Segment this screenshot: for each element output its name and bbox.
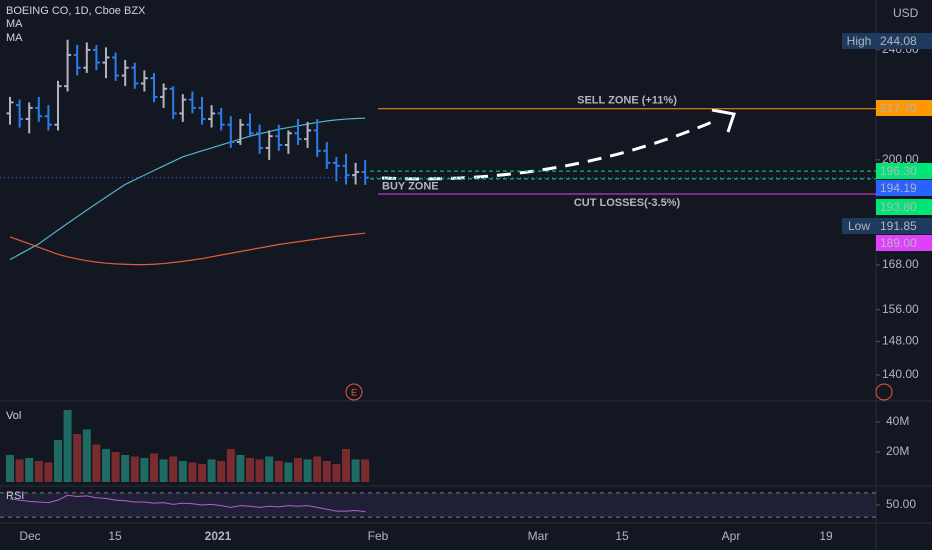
volume-bar — [303, 459, 312, 482]
volume-bar — [265, 456, 274, 482]
price-label: 193.80 — [880, 200, 917, 214]
x-tick-label: 2021 — [205, 529, 232, 543]
x-tick-label: 15 — [108, 529, 122, 543]
ma-line — [9, 117, 366, 261]
volume-bar — [73, 433, 82, 482]
y-tick-label: 156.00 — [882, 302, 919, 316]
price-label: 244.08 — [880, 34, 917, 48]
label-name: Low — [848, 219, 870, 233]
label-box — [876, 218, 932, 234]
price-label: 217.70 — [880, 101, 917, 115]
price-label: 196.30 — [880, 164, 917, 178]
volume-bar — [25, 457, 34, 482]
volume-bar — [207, 459, 216, 482]
label-box — [842, 33, 876, 49]
volume-bar — [236, 454, 245, 482]
label-box — [876, 180, 932, 196]
volume-bar — [255, 459, 264, 482]
volume-bar — [226, 448, 235, 482]
x-tick-label: Apr — [722, 529, 741, 543]
volume-bar — [6, 454, 14, 482]
rsi-band — [0, 492, 876, 518]
ma-line — [9, 232, 366, 266]
label-box — [876, 163, 932, 179]
volume-bar — [92, 444, 101, 482]
volume-bar — [54, 439, 62, 482]
legend-entry: MA — [6, 32, 23, 44]
zone-label: BUY ZONE — [382, 181, 439, 193]
y-tick-label: 200.00 — [882, 152, 919, 166]
volume-bar — [178, 460, 187, 482]
y-tick-label: 168.00 — [882, 257, 919, 271]
currency: USD — [893, 6, 919, 20]
volume-bar — [284, 462, 293, 482]
pane-title: Vol — [6, 410, 21, 422]
event-marker — [875, 383, 893, 401]
volume-bar — [188, 462, 197, 482]
x-tick-label: Dec — [19, 529, 40, 543]
y-tick-label: 20M — [886, 444, 909, 458]
volume-bar — [130, 456, 139, 482]
x-tick-label: 19 — [819, 529, 833, 543]
volume-bar — [322, 460, 331, 482]
y-tick-label: 50.00 — [886, 497, 916, 511]
zone-label: SELL ZONE (+11%) — [577, 95, 677, 107]
volume-bar — [169, 456, 178, 482]
y-tick-label: 148.00 — [882, 334, 919, 348]
volume-bar — [274, 460, 283, 482]
volume-bar — [121, 454, 130, 482]
zone-label: CUT LOSSES(-3.5%) — [574, 197, 681, 209]
price-label: 189.00 — [880, 236, 917, 250]
volume-bar — [150, 453, 158, 482]
label-name: High — [847, 34, 872, 48]
arrow-head — [711, 108, 736, 133]
x-tick-label: Feb — [368, 529, 389, 543]
label-box — [876, 235, 932, 251]
y-tick-label: 140.00 — [882, 367, 919, 381]
volume-bar — [15, 459, 24, 482]
y-tick-label: 40M — [886, 414, 909, 428]
price-label: 191.85 — [880, 219, 917, 233]
volume-bar — [102, 448, 110, 482]
label-box — [876, 199, 932, 215]
volume-bar — [159, 459, 168, 482]
volume-bar — [342, 448, 350, 482]
volume-bar — [82, 429, 91, 482]
volume-bar — [111, 451, 120, 482]
event-marker — [345, 383, 363, 401]
label-box — [876, 100, 932, 116]
volume-bar — [332, 463, 341, 482]
x-tick-label: Mar — [528, 529, 549, 543]
label-box — [876, 33, 932, 49]
volume-bar — [63, 409, 72, 482]
volume-bar — [361, 459, 370, 482]
chart-title: BOEING CO, 1D, Cboe BZX — [6, 5, 146, 17]
event-label: E — [351, 387, 357, 397]
volume-bar — [44, 462, 53, 482]
volume-bar — [294, 457, 302, 482]
volume-bar — [217, 460, 226, 482]
rsi-line — [9, 494, 366, 513]
volume-bar — [198, 463, 206, 482]
label-box — [842, 218, 876, 234]
x-tick-label: 15 — [615, 529, 629, 543]
volume-bar — [313, 456, 322, 482]
volume-bar — [246, 457, 254, 482]
volume-bar — [34, 460, 43, 482]
legend-entry: MA — [6, 18, 23, 30]
price-label: 194.19 — [880, 181, 917, 195]
volume-bar — [351, 459, 360, 482]
volume-bar — [140, 457, 149, 482]
